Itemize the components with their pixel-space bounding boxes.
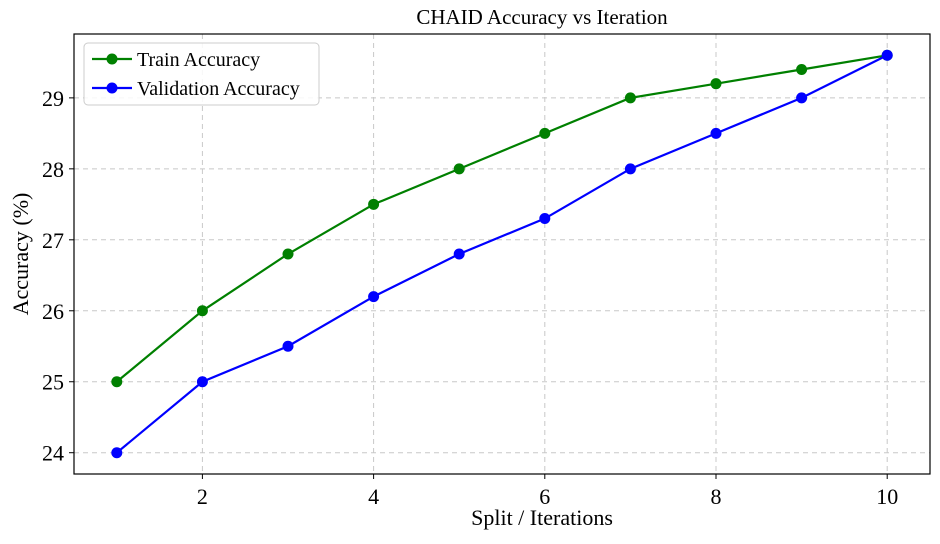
plot-area-frame [73,33,931,475]
train-accuracy-point [710,78,722,90]
y-tick-label: 29 [42,86,64,111]
validation-accuracy-point [111,447,123,459]
legend-label-validation-accuracy: Validation Accuracy [137,78,300,100]
y-tick-label: 26 [42,299,64,324]
legend-swatch-marker [106,82,118,94]
train-accuracy-point [111,376,123,388]
validation-accuracy-point [368,291,380,303]
validation-accuracy-point [710,127,722,139]
train-accuracy-point [453,163,465,175]
validation-accuracy-line [116,54,888,454]
legend: Train Accuracy Validation Accuracy [83,42,320,106]
train-accuracy-point [624,92,636,104]
train-accuracy-point [282,248,294,260]
train-accuracy-line [116,54,888,383]
x-tick-label: 4 [368,484,379,509]
series-layer [111,49,893,459]
validation-accuracy-point [796,92,808,104]
x-tick-label: 8 [711,484,722,509]
train-accuracy-point [796,63,808,75]
grid-layer [74,34,930,474]
validation-accuracy-point [453,248,465,260]
validation-accuracy-point [196,376,208,388]
x-axis-label: Split / Iterations [471,505,613,530]
validation-accuracy-point [881,49,893,61]
y-tick-label: 25 [42,370,64,395]
train-accuracy-point [196,305,208,317]
validation-accuracy-point [282,340,294,352]
train-accuracy-point [539,127,551,139]
validation-accuracy-point [624,163,636,175]
y-tick-label: 28 [42,157,64,182]
train-accuracy-point [368,198,380,210]
x-tick-label: 6 [539,484,550,509]
y-axis-label: Accuracy (%) [8,193,33,316]
chart-title: CHAID Accuracy vs Iteration [416,5,668,29]
y-tick-label: 24 [42,441,64,466]
validation-accuracy-point [539,213,551,225]
y-tick-label: 27 [42,228,64,253]
x-tick-label: 2 [197,484,208,509]
legend-label-train-accuracy: Train Accuracy [137,49,260,71]
legend-swatch-marker [106,53,118,65]
x-tick-label: 10 [876,484,898,509]
legend-box [83,42,320,106]
